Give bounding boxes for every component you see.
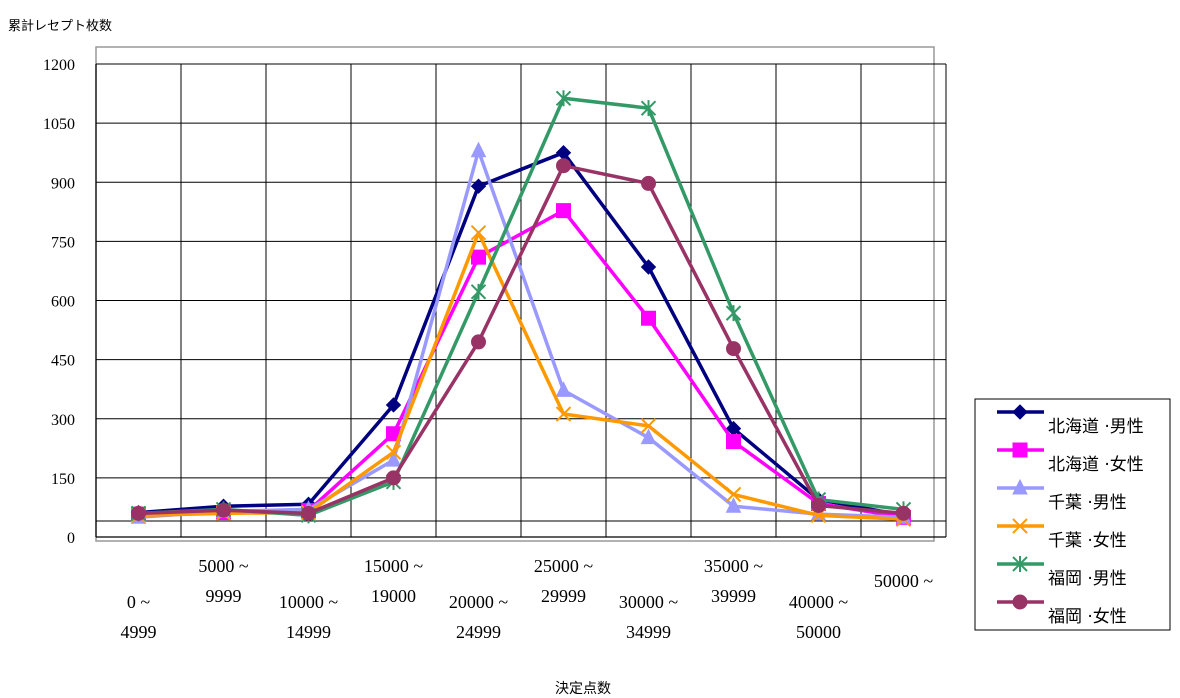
data-point-circle-marker <box>131 505 146 521</box>
x-tick-label: 0 ~ <box>127 592 151 612</box>
series-6 <box>131 158 911 521</box>
y-tick-labels: 0 150 300 450 600 750 900 1050 1200 <box>43 57 75 547</box>
x-tick-label: 5000 ~ <box>198 556 249 576</box>
data-point-square-marker <box>471 249 486 265</box>
data-point-x-marker <box>555 406 572 422</box>
x-tick-label: 24999 <box>456 622 501 642</box>
x-tick-label: 25000 ~ <box>534 556 594 576</box>
y-tick-label: 450 <box>51 353 75 370</box>
legend-label: 北海道 ·女性 <box>1048 455 1144 475</box>
data-point-star-marker <box>725 305 742 322</box>
data-point-circle-marker <box>1012 594 1028 610</box>
x-tick-label: 19000 <box>371 586 416 606</box>
x-tick-label: 20000 ~ <box>449 592 509 612</box>
data-point-star-marker <box>1012 556 1028 572</box>
x-tick-label: 10000 ~ <box>279 592 339 612</box>
legend-entry-6: 福岡 ·女性 <box>997 594 1127 627</box>
y-axis-title: 累計レセプト枚数 <box>8 18 112 34</box>
series-line <box>138 150 904 518</box>
legend-label: 北海道 ·男性 <box>1048 417 1144 437</box>
x-tick-label: 40000 ~ <box>789 592 849 612</box>
data-point-circle-marker <box>471 334 486 350</box>
data-point-star-marker <box>555 90 572 107</box>
x-tick-label: 14999 <box>286 622 331 642</box>
data-point-circle-marker <box>556 158 571 174</box>
x-axis-title: 決定点数 <box>555 681 611 697</box>
legend-entry-5: 福岡 ·男性 <box>997 556 1127 589</box>
data-point-triangle-marker <box>555 381 572 397</box>
legend-label: 千葉 ·女性 <box>1048 531 1127 551</box>
data-point-diamond-marker <box>640 259 657 275</box>
legend-entry-1: 北海道 ·男性 <box>997 404 1144 437</box>
data-point-star-marker <box>640 100 657 117</box>
x-tick-label: 30000 ~ <box>619 592 679 612</box>
data-point-square-marker <box>726 434 741 450</box>
x-tick-label: 50000 ~ <box>874 571 934 591</box>
data-point-circle-marker <box>216 502 231 518</box>
legend-entry-2: 北海道 ·女性 <box>997 442 1144 475</box>
y-tick-label: 0 <box>67 530 75 547</box>
x-tick-label: 34999 <box>626 622 671 642</box>
data-point-square-marker <box>641 310 656 326</box>
data-point-diamond-marker <box>385 397 402 413</box>
y-tick-label: 750 <box>51 234 75 251</box>
data-point-circle-marker <box>726 341 741 357</box>
data-point-diamond-marker <box>1012 404 1028 420</box>
y-tick-label: 300 <box>51 412 75 429</box>
legend-label: 千葉 ·男性 <box>1048 493 1127 513</box>
data-point-x-marker <box>470 224 487 241</box>
data-point-triangle-marker <box>385 451 402 467</box>
data-point-x-marker <box>1012 518 1028 534</box>
x-tick-label: 35000 ~ <box>704 556 764 576</box>
data-point-x-marker <box>725 486 742 503</box>
x-tick-label: 4999 <box>121 622 157 642</box>
data-point-circle-marker <box>811 497 826 513</box>
data-point-circle-marker <box>301 505 316 521</box>
data-point-diamond-marker <box>470 178 487 194</box>
data-point-x-marker <box>640 418 657 434</box>
x-tick-label: 29999 <box>541 586 586 606</box>
data-point-circle-marker <box>641 175 656 191</box>
data-point-circle-marker <box>896 505 911 521</box>
data-point-triangle-marker <box>1012 478 1028 495</box>
x-tick-labels: 0 ~ 4999 5000 ~ 9999 10000 ~ 14999 15000 ~ 1900… <box>121 556 934 642</box>
legend-entry-3: 千葉 ·男性 <box>997 478 1127 513</box>
y-tick-label: 600 <box>51 294 75 311</box>
chart-area-frame <box>95 46 935 542</box>
data-point-triangle-marker <box>470 141 487 158</box>
x-tick-label: 15000 ~ <box>364 556 424 576</box>
x-tick-label: 9999 <box>206 586 242 606</box>
y-tick-label: 150 <box>51 471 75 488</box>
x-tick-label: 50000 <box>796 622 841 642</box>
legend-label: 福岡 ·女性 <box>1048 607 1127 627</box>
data-point-triangle-marker <box>640 428 657 445</box>
grid-layer <box>95 63 947 538</box>
data-point-square-marker <box>556 203 571 219</box>
data-point-x-marker <box>385 444 402 460</box>
data-point-star-marker <box>470 283 487 300</box>
data-point-square-marker <box>1012 442 1028 458</box>
legend-box <box>974 398 1171 631</box>
x-tick-label: 39999 <box>711 586 756 606</box>
legend-entry-4: 千葉 ·女性 <box>997 518 1127 551</box>
y-tick-label: 1200 <box>43 57 75 74</box>
legend-label: 福岡 ·男性 <box>1048 569 1127 589</box>
series-line <box>138 163 904 516</box>
data-point-triangle-marker <box>725 497 742 513</box>
data-point-circle-marker <box>386 470 401 486</box>
y-tick-label: 900 <box>51 175 75 192</box>
series-layer <box>130 90 912 527</box>
y-tick-label: 1050 <box>43 116 75 133</box>
